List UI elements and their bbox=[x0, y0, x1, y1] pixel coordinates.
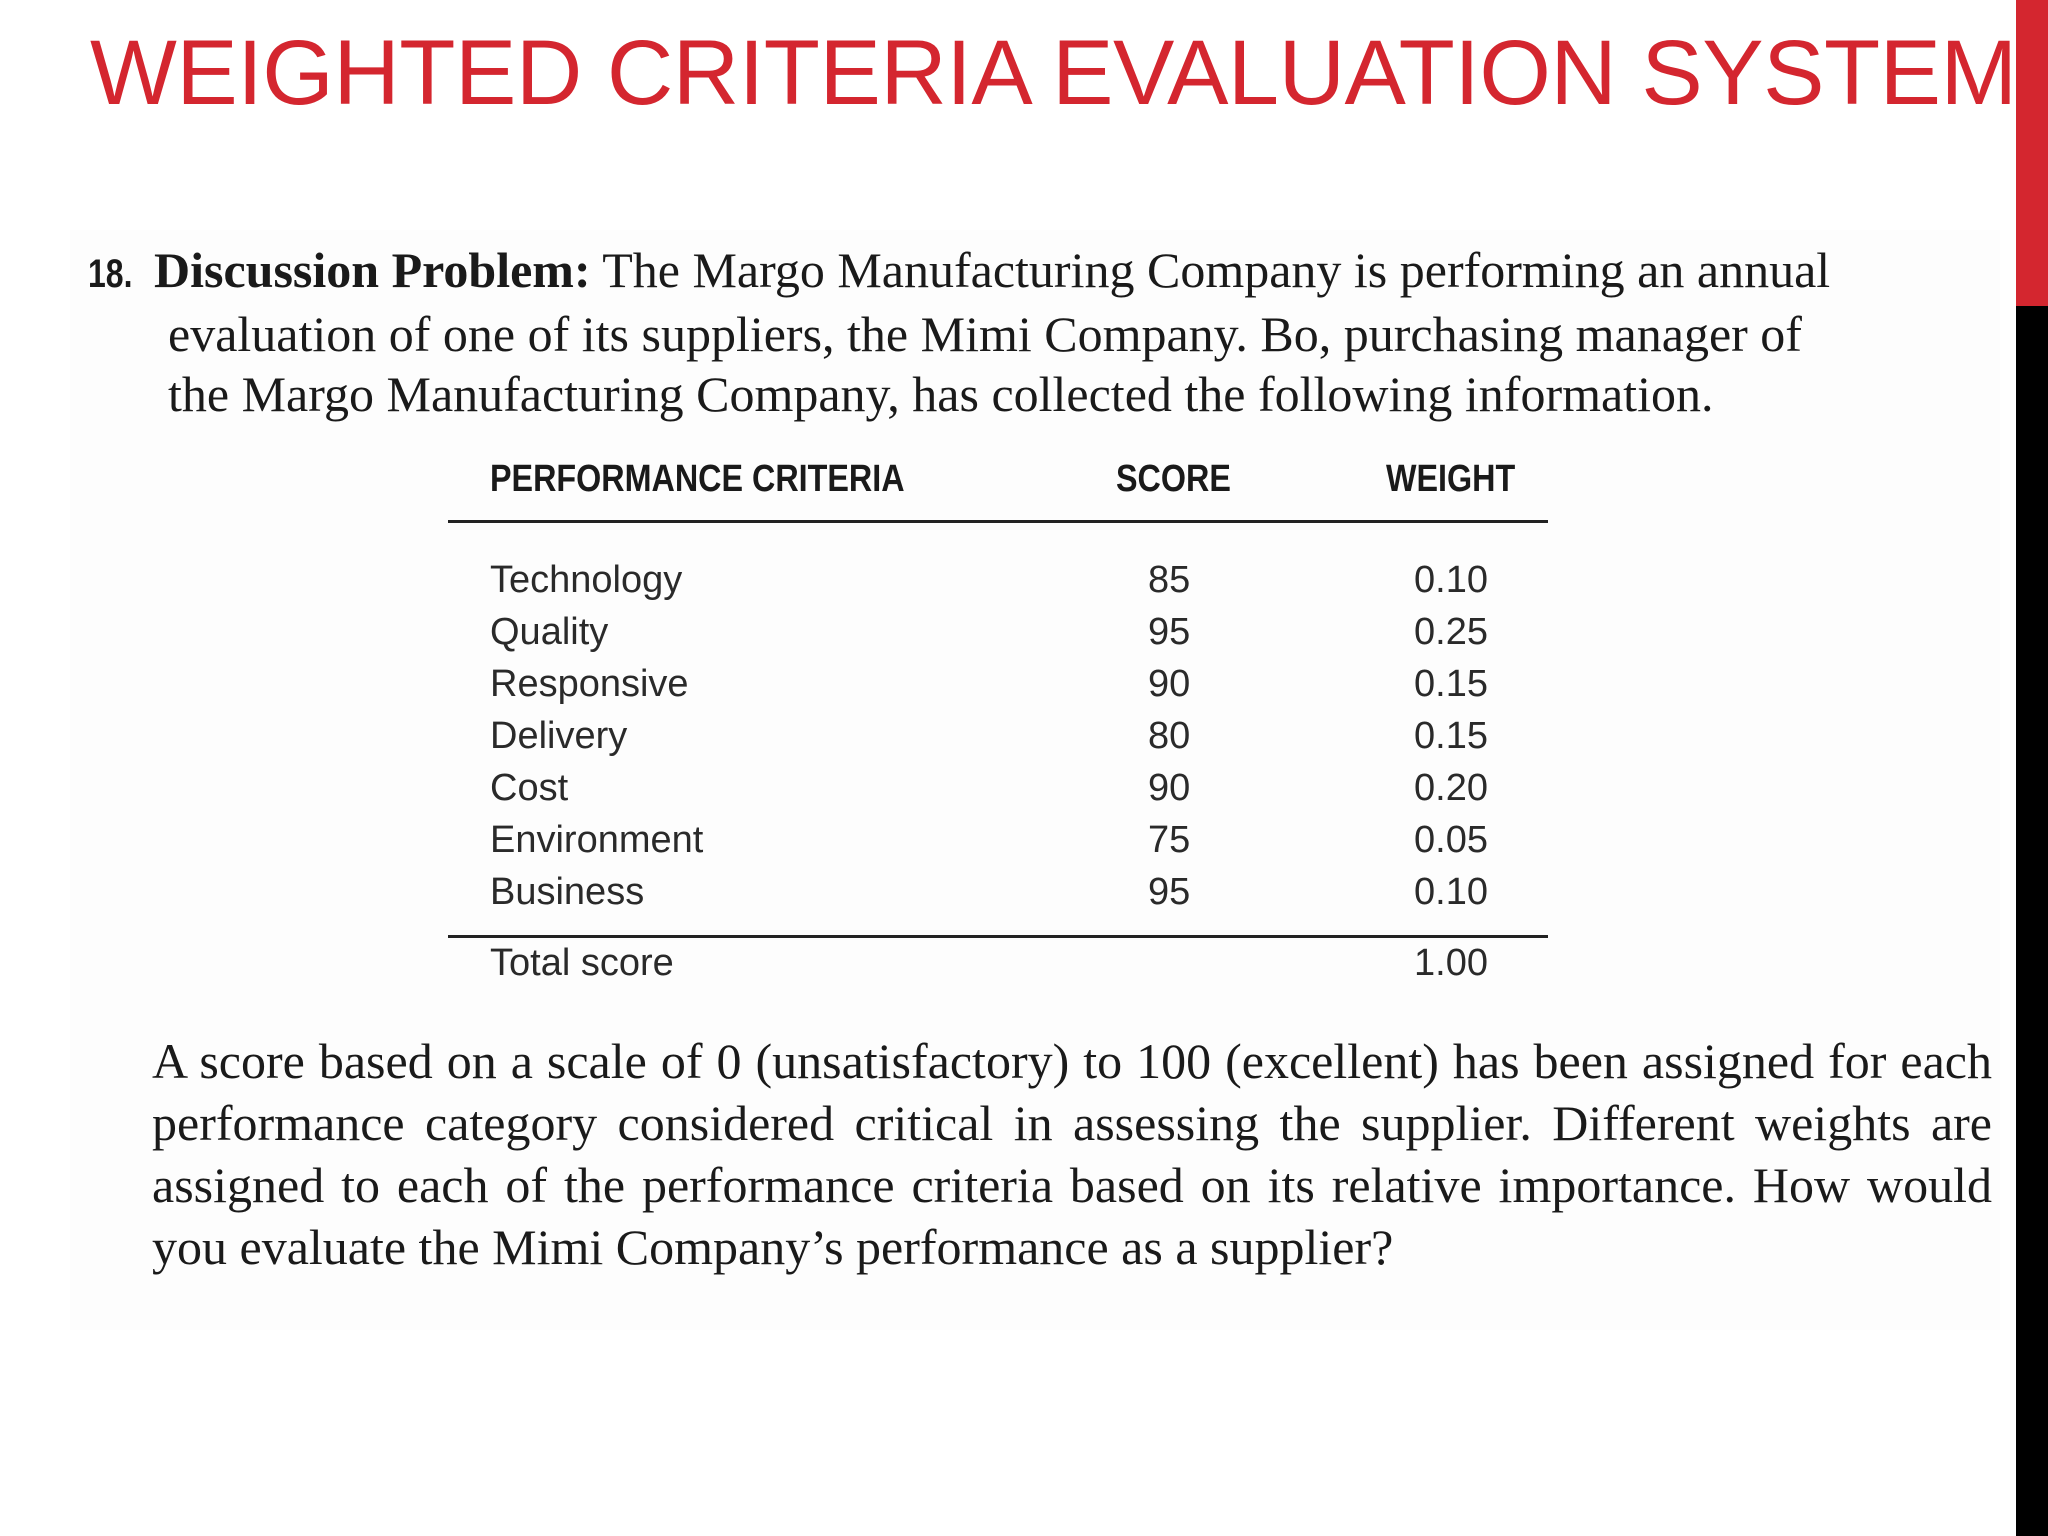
weight-cell: 0.10 bbox=[1414, 871, 1488, 913]
problem-scan: 18. Discussion Problem: The Margo Manufac… bbox=[70, 230, 2000, 1330]
score-cell: 95 bbox=[1148, 611, 1191, 653]
problem-line-2: evaluation of one of its suppliers, the … bbox=[168, 306, 1802, 362]
header-criteria: PERFORMANCE CRITERIA bbox=[490, 458, 905, 500]
criteria-table: PERFORMANCE CRITERIA SCORE WEIGHT Techno… bbox=[448, 450, 1548, 998]
score-cell: 80 bbox=[1148, 715, 1191, 757]
weight-cell: 0.15 bbox=[1414, 663, 1488, 705]
weight-cell: 0.25 bbox=[1414, 611, 1488, 653]
total-label: Total score bbox=[490, 942, 674, 984]
problem-number: 18. bbox=[88, 252, 133, 296]
weight-cell: 0.05 bbox=[1414, 819, 1488, 861]
table-header: PERFORMANCE CRITERIA SCORE WEIGHT bbox=[448, 450, 1548, 523]
problem-line-1: The Margo Manufacturing Company is perfo… bbox=[602, 242, 1831, 298]
criteria-cell: Business bbox=[490, 871, 645, 913]
table-row: Responsive 90 0.15 bbox=[448, 663, 1548, 715]
table-row: Business 95 0.10 bbox=[448, 871, 1548, 923]
table-row: Environment 75 0.05 bbox=[448, 819, 1548, 871]
table-row: Technology 85 0.10 bbox=[448, 559, 1548, 611]
table-total-row: Total score 1.00 bbox=[448, 938, 1548, 998]
accent-bar-red bbox=[2016, 0, 2048, 306]
score-cell: 75 bbox=[1148, 819, 1191, 861]
table-row: Delivery 80 0.15 bbox=[448, 715, 1548, 767]
criteria-cell: Quality bbox=[490, 611, 609, 653]
header-score: SCORE bbox=[1116, 458, 1231, 500]
total-weight: 1.00 bbox=[1414, 942, 1488, 984]
problem-statement: 18. Discussion Problem: The Margo Manufac… bbox=[88, 240, 1968, 424]
problem-lead: Discussion Problem: bbox=[154, 242, 591, 298]
score-cell: 95 bbox=[1148, 871, 1191, 913]
criteria-cell: Cost bbox=[490, 767, 569, 809]
criteria-cell: Technology bbox=[490, 559, 683, 601]
problem-first-line: 18. Discussion Problem: The Margo Manufac… bbox=[88, 240, 1968, 304]
header-weight: WEIGHT bbox=[1386, 458, 1516, 500]
slide-title: WEIGHTED CRITERIA EVALUATION SYSTEM bbox=[90, 22, 2017, 124]
score-cell: 85 bbox=[1148, 559, 1191, 601]
closing-question: A score based on a scale of 0 (unsatisfa… bbox=[152, 1033, 1992, 1275]
criteria-cell: Delivery bbox=[490, 715, 628, 757]
score-cell: 90 bbox=[1148, 767, 1191, 809]
table-row: Cost 90 0.20 bbox=[448, 767, 1548, 819]
accent-bar-black bbox=[2016, 306, 2048, 1536]
weight-cell: 0.15 bbox=[1414, 715, 1488, 757]
criteria-cell: Responsive bbox=[490, 663, 689, 705]
weight-cell: 0.20 bbox=[1414, 767, 1488, 809]
table-body: Technology 85 0.10 Quality 95 0.25 Respo… bbox=[448, 523, 1548, 938]
criteria-cell: Environment bbox=[490, 819, 704, 861]
weight-cell: 0.10 bbox=[1414, 559, 1488, 601]
problem-line-3: the Margo Manufacturing Company, has col… bbox=[168, 366, 1714, 422]
score-cell: 90 bbox=[1148, 663, 1191, 705]
table-row: Quality 95 0.25 bbox=[448, 611, 1548, 663]
